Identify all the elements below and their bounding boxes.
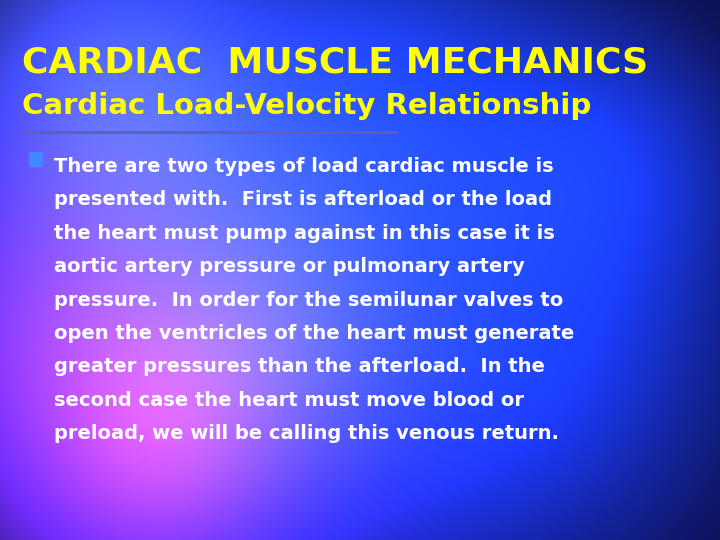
Text: There are two types of load cardiac muscle is: There are two types of load cardiac musc…: [54, 157, 554, 176]
Text: second case the heart must move blood or: second case the heart must move blood or: [54, 391, 524, 410]
Text: pressure.  In order for the semilunar valves to: pressure. In order for the semilunar val…: [54, 291, 563, 309]
Text: open the ventricles of the heart must generate: open the ventricles of the heart must ge…: [54, 324, 575, 343]
Bar: [29, 152, 42, 166]
Text: preload, we will be calling this venous return.: preload, we will be calling this venous …: [54, 424, 559, 443]
Text: Cardiac Load-Velocity Relationship: Cardiac Load-Velocity Relationship: [22, 92, 591, 120]
Text: presented with.  First is afterload or the load: presented with. First is afterload or th…: [54, 190, 552, 209]
Text: greater pressures than the afterload.  In the: greater pressures than the afterload. In…: [54, 357, 545, 376]
Text: aortic artery pressure or pulmonary artery: aortic artery pressure or pulmonary arte…: [54, 257, 525, 276]
Text: the heart must pump against in this case it is: the heart must pump against in this case…: [54, 224, 554, 242]
Text: CARDIAC  MUSCLE MECHANICS: CARDIAC MUSCLE MECHANICS: [22, 46, 648, 80]
